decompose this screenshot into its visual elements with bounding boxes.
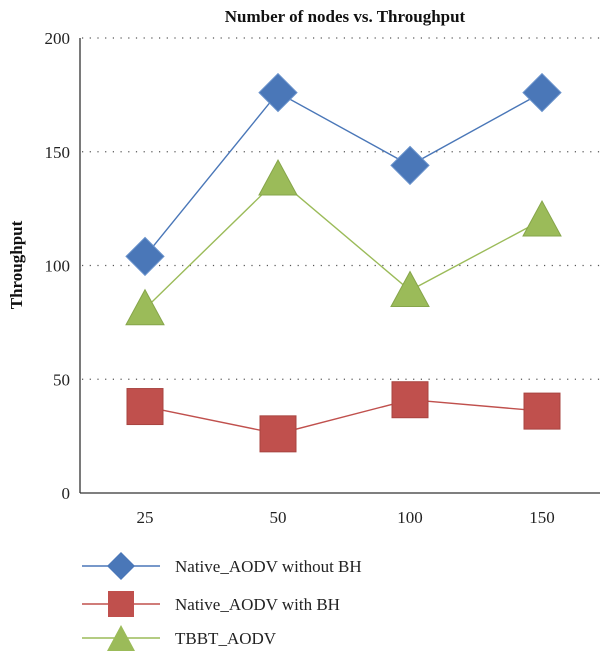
- series-lines: [144, 91, 543, 435]
- data-point-triangle: [390, 270, 430, 308]
- y-tick-label: 50: [53, 370, 70, 389]
- legend-marker-diamond: [107, 552, 135, 580]
- data-point-square: [126, 388, 164, 426]
- chart-title: Number of nodes vs. Throughput: [225, 7, 466, 26]
- data-point-square: [523, 392, 561, 430]
- series-line: [144, 91, 543, 257]
- legend-marker-triangle: [107, 625, 135, 651]
- data-point-diamond: [125, 236, 165, 277]
- x-tick-label: 25: [137, 508, 154, 527]
- y-tick-label: 200: [45, 29, 71, 48]
- data-point-triangle: [125, 288, 165, 326]
- legend-item: Native_AODV with BH: [82, 591, 340, 617]
- series-group: [125, 72, 562, 453]
- data-point-square: [259, 415, 297, 453]
- series-markers: [125, 72, 562, 453]
- data-point-square: [391, 381, 429, 419]
- legend: Native_AODV without BH Native_AODV with B…: [82, 552, 362, 651]
- x-tick-label: 50: [270, 508, 287, 527]
- legend-marker-square: [108, 591, 134, 617]
- gridlines: 0 50 100 150 200: [45, 29, 600, 503]
- data-point-triangle: [258, 159, 298, 196]
- data-point-diamond: [522, 72, 562, 113]
- y-tick-label: 100: [45, 257, 71, 276]
- legend-label: TBBT_AODV: [175, 629, 277, 648]
- legend-item: Native_AODV without BH: [82, 552, 362, 580]
- x-tick-label: 100: [397, 508, 423, 527]
- legend-item: TBBT_AODV: [82, 625, 277, 651]
- y-axis-label: Throughput: [7, 220, 26, 309]
- y-tick-label: 150: [45, 143, 71, 162]
- series-line: [144, 178, 543, 310]
- data-point-triangle: [522, 199, 562, 237]
- legend-label: Native_AODV with BH: [175, 595, 340, 614]
- x-tick-label: 150: [529, 508, 555, 527]
- legend-label: Native_AODV without BH: [175, 557, 362, 576]
- y-tick-label: 0: [62, 484, 71, 503]
- series-line: [144, 399, 543, 435]
- data-point-diamond: [258, 72, 298, 113]
- axes: 25 50 100 150: [79, 38, 600, 527]
- data-point-diamond: [390, 145, 430, 186]
